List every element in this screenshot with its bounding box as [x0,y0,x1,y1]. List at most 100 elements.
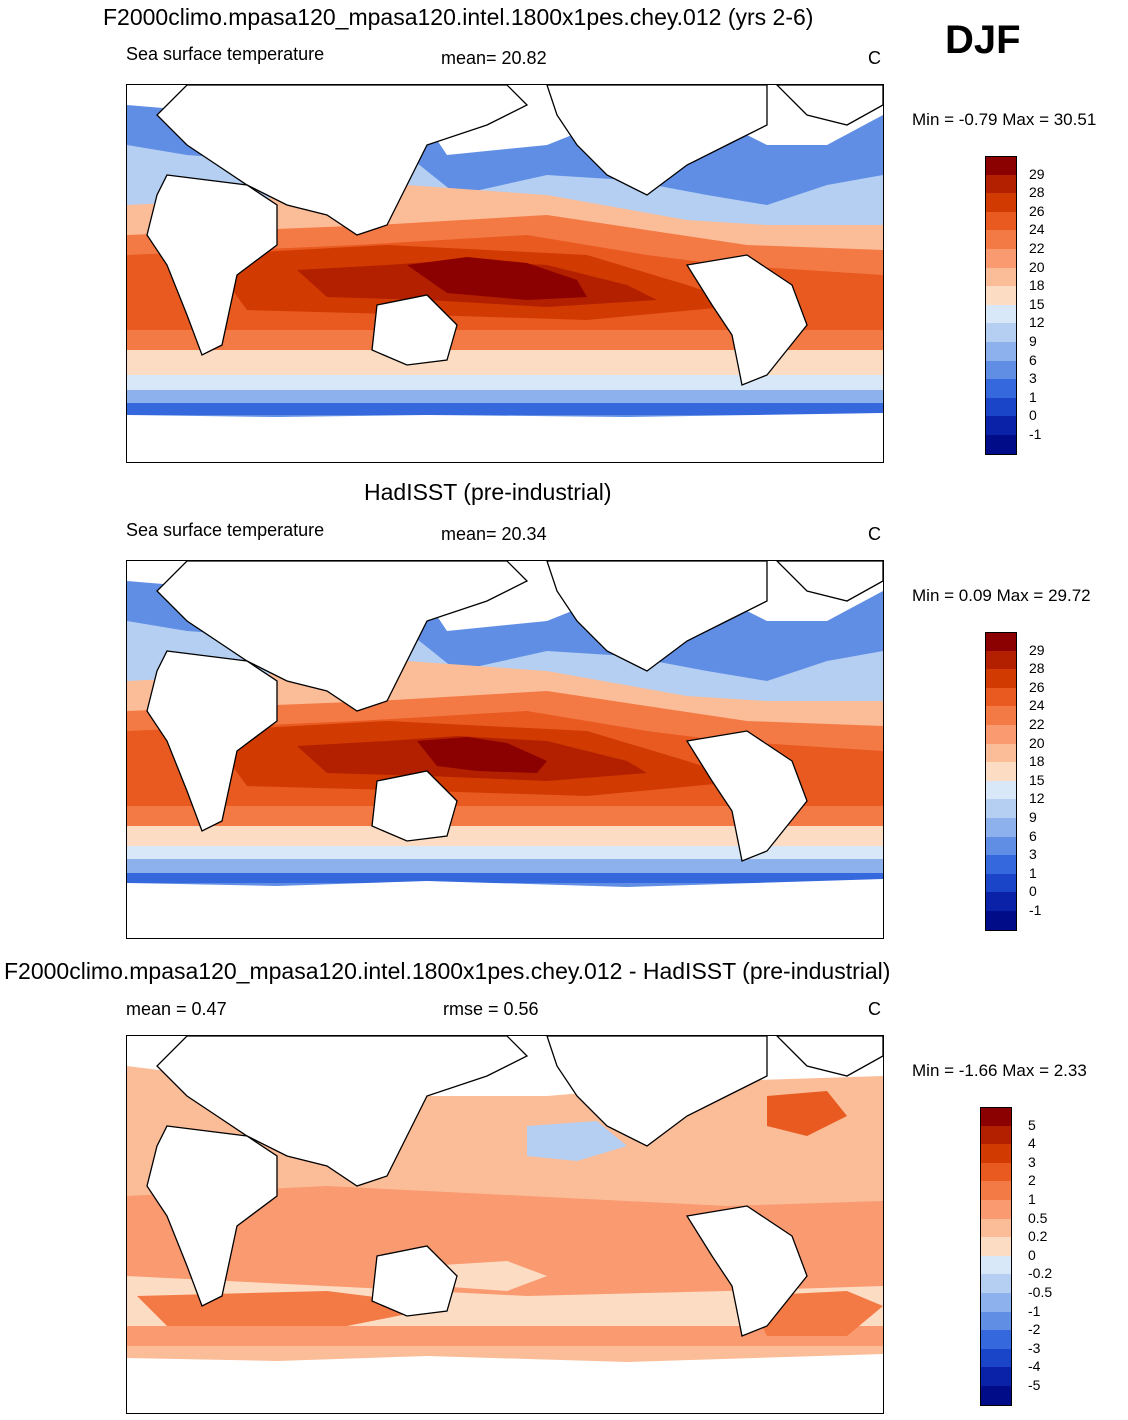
colorbar-swatch [980,1144,1012,1163]
colorbar-label: 0 [1028,1246,1036,1263]
colorbar-label: 2 [1028,1172,1036,1189]
colorbar-swatch [985,230,1017,249]
colorbar-label: -1 [1029,902,1042,918]
colorbar-swatch [985,416,1017,435]
panel-1-colorbar: 29 28 26 24 22 20 18 15 12 9 6 3 1 0 -1 [985,156,1065,456]
panel-1-map-graphic [127,85,883,462]
panel-3-unit-label: C [868,999,881,1019]
colorbar-label: 3 [1028,1153,1036,1170]
colorbar-swatch [980,1274,1012,1293]
colorbar-label: -5 [1028,1377,1041,1393]
panel-3-minmax-label: Min = -1.66 Max = 2.33 [912,1061,1087,1080]
colorbar-swatch [985,818,1017,837]
colorbar-label: 26 [1029,202,1045,219]
panel-3-title: F2000climo.mpasa120_mpasa120.intel.1800x… [4,958,891,984]
colorbar-swatch [985,892,1017,911]
colorbar-label: 5 [1028,1116,1036,1133]
panel-3-rmse-label: rmse = 0.56 [443,999,539,1019]
colorbar-swatch [980,1255,1012,1275]
colorbar-label: -0.5 [1028,1284,1053,1300]
colorbar-swatch [985,632,1017,652]
panel-2-unit-label: C [868,524,881,544]
colorbar-label: 20 [1029,734,1045,751]
colorbar-label: 12 [1029,790,1045,807]
colorbar-swatch [980,1107,1012,1127]
colorbar-label: 1 [1029,388,1037,405]
colorbar-label: 0.5 [1028,1209,1048,1226]
colorbar-swatch [985,873,1017,893]
colorbar-swatch [980,1348,1012,1368]
colorbar-label: 15 [1029,295,1045,312]
colorbar-swatch [980,1181,1012,1200]
panel-1-map [126,84,884,463]
panel-2-colorbar: 29 28 26 24 22 20 18 15 12 9 6 3 1 0 -1 [985,632,1065,932]
panel-2-minmax-label: Min = 0.09 Max = 29.72 [912,586,1091,605]
colorbar-swatch [985,780,1017,800]
panel-2-map [126,560,884,939]
colorbar-label: 0 [1029,883,1037,900]
colorbar-label: 3 [1029,846,1037,863]
panel-1-title: F2000climo.mpasa120_mpasa120.intel.1800x… [103,4,814,30]
colorbar-swatch [980,1200,1012,1219]
colorbar-label: 29 [1029,165,1045,182]
colorbar-swatch [985,342,1017,361]
colorbar-swatch [980,1125,1012,1145]
colorbar-swatch [985,435,1017,455]
panel-1-mean-label: mean= 20.82 [441,48,547,68]
colorbar-swatch [985,193,1017,212]
colorbar-label: 6 [1029,827,1037,844]
colorbar-label: -4 [1028,1358,1041,1375]
colorbar-swatch [980,1218,1012,1238]
panel-3-mean-label: mean = 0.47 [126,999,227,1019]
panel-2-map-graphic [127,561,883,938]
colorbar-swatch [980,1162,1012,1182]
colorbar-swatch [985,379,1017,398]
colorbar-swatch [985,687,1017,707]
colorbar-label: 28 [1029,184,1045,201]
colorbar-swatch [985,211,1017,231]
colorbar-label: 9 [1029,333,1037,349]
colorbar-swatch [985,725,1017,744]
panel-2-variable-label: Sea surface temperature [126,520,325,540]
panel-3-colorbar: 5 4 3 2 1 0.5 0.2 0 -0.2 -0.5 -1 -2 -3 -4 -5 [980,1107,1070,1407]
colorbar-swatch [980,1237,1012,1256]
colorbar-label: 4 [1028,1135,1036,1152]
colorbar-swatch [985,836,1017,856]
colorbar-label: 28 [1029,660,1045,677]
colorbar-label: 15 [1029,771,1045,788]
colorbar-swatch [985,762,1017,781]
colorbar-label: 20 [1029,258,1045,275]
panel-3-map [126,1035,884,1414]
colorbar-label: 26 [1029,678,1045,695]
colorbar-label: 29 [1029,641,1045,658]
colorbar-swatch [985,304,1017,324]
colorbar-swatch [980,1311,1012,1331]
colorbar-swatch [980,1330,1012,1349]
colorbar-swatch [985,799,1017,818]
colorbar-label: 18 [1029,277,1045,294]
colorbar-label: -1 [1028,1302,1041,1319]
panel-2-title: HadISST (pre-industrial) [364,479,612,505]
colorbar-label: 3 [1029,370,1037,387]
colorbar-swatch [985,911,1017,931]
colorbar-swatch [985,156,1017,176]
panel-2-mean-label: mean= 20.34 [441,524,547,544]
colorbar-swatch [985,743,1017,763]
colorbar-swatch [985,286,1017,305]
colorbar-swatch [985,706,1017,725]
colorbar-swatch [985,323,1017,342]
colorbar-swatch [985,669,1017,688]
colorbar-swatch [980,1367,1012,1386]
colorbar-label: -0.2 [1028,1265,1053,1282]
colorbar-label: 1 [1029,864,1037,881]
colorbar-swatch [980,1293,1012,1312]
colorbar-label: -2 [1028,1321,1041,1338]
colorbar-swatch [985,397,1017,417]
colorbar-swatch [985,650,1017,670]
colorbar-swatch [985,174,1017,194]
colorbar-label: 24 [1029,697,1045,714]
panel-3-map-graphic [127,1036,883,1413]
colorbar-label: 22 [1029,716,1045,732]
panel-1-minmax-label: Min = -0.79 Max = 30.51 [912,110,1097,129]
colorbar-swatch [980,1386,1012,1406]
